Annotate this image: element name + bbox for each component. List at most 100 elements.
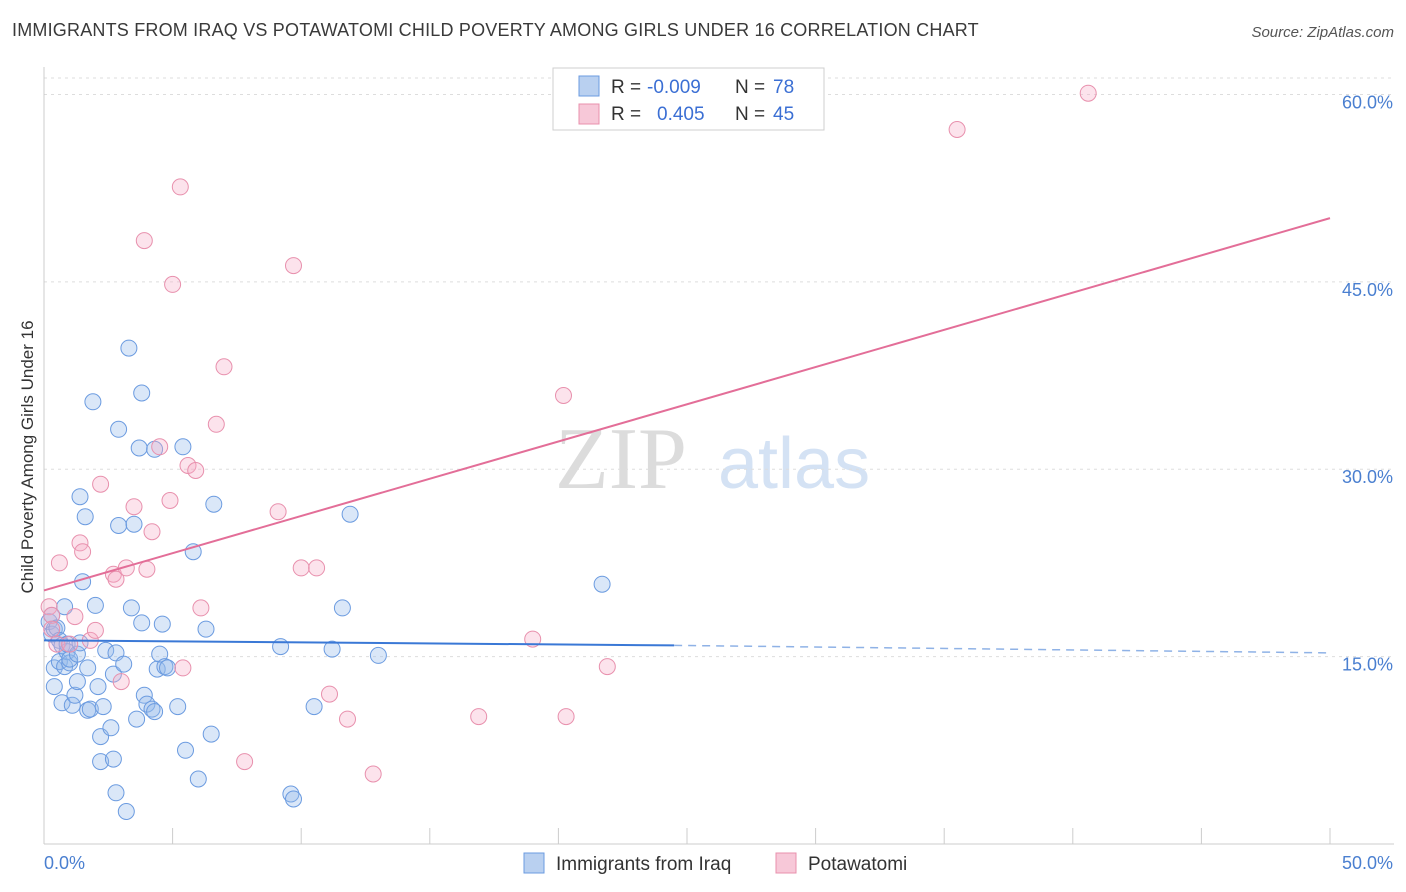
point-iraq	[66, 686, 84, 704]
chart-title: IMMIGRANTS FROM IRAQ VS POTAWATOMI CHILD…	[12, 20, 979, 40]
point-potawatomi	[285, 257, 302, 275]
y-tick-label: 30.0%	[1342, 467, 1393, 487]
point-potawatomi	[269, 503, 287, 521]
legend-swatch-iraq	[578, 75, 600, 97]
point-potawatomi	[364, 765, 382, 783]
point-iraq	[189, 770, 207, 788]
point-iraq	[53, 694, 71, 712]
point-iraq	[146, 703, 164, 721]
trend-line-potawatomi	[43, 217, 1331, 592]
point-iraq	[272, 638, 290, 656]
bottom-legend-swatch-potawatomi	[775, 852, 797, 874]
y-tick-label: 45.0%	[1342, 280, 1393, 300]
point-iraq	[369, 646, 387, 664]
point-potawatomi	[107, 570, 125, 588]
point-iraq	[79, 659, 97, 677]
point-iraq	[97, 641, 115, 659]
point-potawatomi	[92, 475, 110, 493]
point-iraq	[86, 596, 104, 614]
point-iraq	[151, 645, 169, 663]
point-iraq	[102, 719, 120, 737]
point-iraq	[110, 517, 128, 534]
bottom-legend-label-potawatomi: Potawatomi	[808, 854, 907, 875]
point-potawatomi	[66, 608, 84, 626]
point-iraq	[143, 700, 161, 718]
point-potawatomi	[125, 498, 143, 516]
point-iraq	[202, 725, 220, 743]
point-iraq	[94, 698, 112, 716]
point-iraq	[169, 698, 187, 716]
legend-n-label-1: N =	[735, 77, 765, 98]
point-iraq	[71, 488, 89, 506]
point-iraq	[159, 659, 176, 677]
point-potawatomi	[135, 232, 153, 250]
point-iraq	[81, 700, 99, 718]
point-iraq	[593, 575, 611, 593]
point-iraq	[104, 750, 122, 768]
point-potawatomi	[171, 178, 189, 196]
point-potawatomi	[112, 673, 130, 691]
point-iraq	[205, 495, 223, 513]
point-iraq	[107, 784, 125, 802]
point-iraq	[153, 615, 171, 633]
point-potawatomi	[321, 685, 338, 703]
point-iraq	[120, 339, 138, 357]
legend-r-label-2: R =	[611, 104, 641, 125]
legend-r-value-2: 0.405	[657, 104, 705, 125]
point-iraq	[76, 508, 94, 526]
series-legend: Immigrants from Iraq Potawatomi	[523, 852, 907, 875]
point-potawatomi	[61, 635, 79, 653]
point-potawatomi	[138, 560, 156, 578]
point-iraq	[197, 620, 215, 638]
point-iraq	[133, 384, 151, 402]
point-potawatomi	[524, 630, 542, 648]
correlation-legend: R = -0.009 N = 78 R = 0.405 N = 45	[552, 67, 825, 131]
legend-r-label-1: R =	[611, 77, 641, 98]
point-potawatomi	[43, 620, 61, 638]
point-iraq	[341, 505, 359, 523]
point-iraq	[92, 753, 110, 771]
point-iraq	[125, 515, 143, 533]
point-iraq	[63, 696, 81, 714]
trend-line-iraq-extension	[674, 644, 1331, 654]
point-potawatomi	[339, 710, 356, 728]
point-iraq	[174, 438, 192, 456]
point-iraq	[122, 599, 140, 617]
point-potawatomi	[308, 559, 326, 577]
point-potawatomi	[555, 387, 572, 404]
point-potawatomi	[143, 523, 161, 541]
point-potawatomi	[192, 599, 210, 617]
point-potawatomi	[207, 415, 225, 433]
point-iraq	[130, 439, 148, 457]
point-potawatomi	[470, 708, 488, 726]
point-potawatomi	[174, 659, 192, 677]
point-iraq	[45, 678, 63, 696]
legend-r-value-1: -0.009	[647, 77, 701, 98]
point-potawatomi	[50, 554, 68, 572]
trend-line-iraq	[43, 639, 675, 647]
point-iraq	[285, 790, 302, 808]
y-tick-label: 60.0%	[1342, 92, 1393, 112]
point-iraq	[323, 640, 341, 658]
point-iraq	[115, 655, 133, 673]
watermark-zip: ZIP	[555, 411, 687, 508]
point-iraq	[333, 599, 351, 617]
watermark-atlas: atlas	[718, 424, 870, 504]
point-iraq	[305, 698, 323, 716]
legend-n-label-2: N =	[735, 104, 765, 125]
trend-lines	[43, 217, 1331, 654]
x-tick-label-max: 50.0%	[1342, 853, 1393, 873]
grid	[44, 77, 1394, 658]
point-potawatomi	[74, 543, 92, 561]
point-potawatomi	[1079, 84, 1097, 102]
y-axis-label: Child Poverty Among Girls Under 16	[18, 320, 37, 593]
y-tick-label: 15.0%	[1342, 655, 1393, 675]
data-points	[40, 84, 1097, 820]
point-iraq	[177, 741, 194, 759]
point-iraq	[110, 420, 128, 438]
point-potawatomi	[187, 462, 205, 479]
legend-swatch-potawatomi	[578, 103, 600, 125]
watermark: ZIP atlas	[555, 411, 870, 508]
point-iraq	[282, 785, 300, 803]
